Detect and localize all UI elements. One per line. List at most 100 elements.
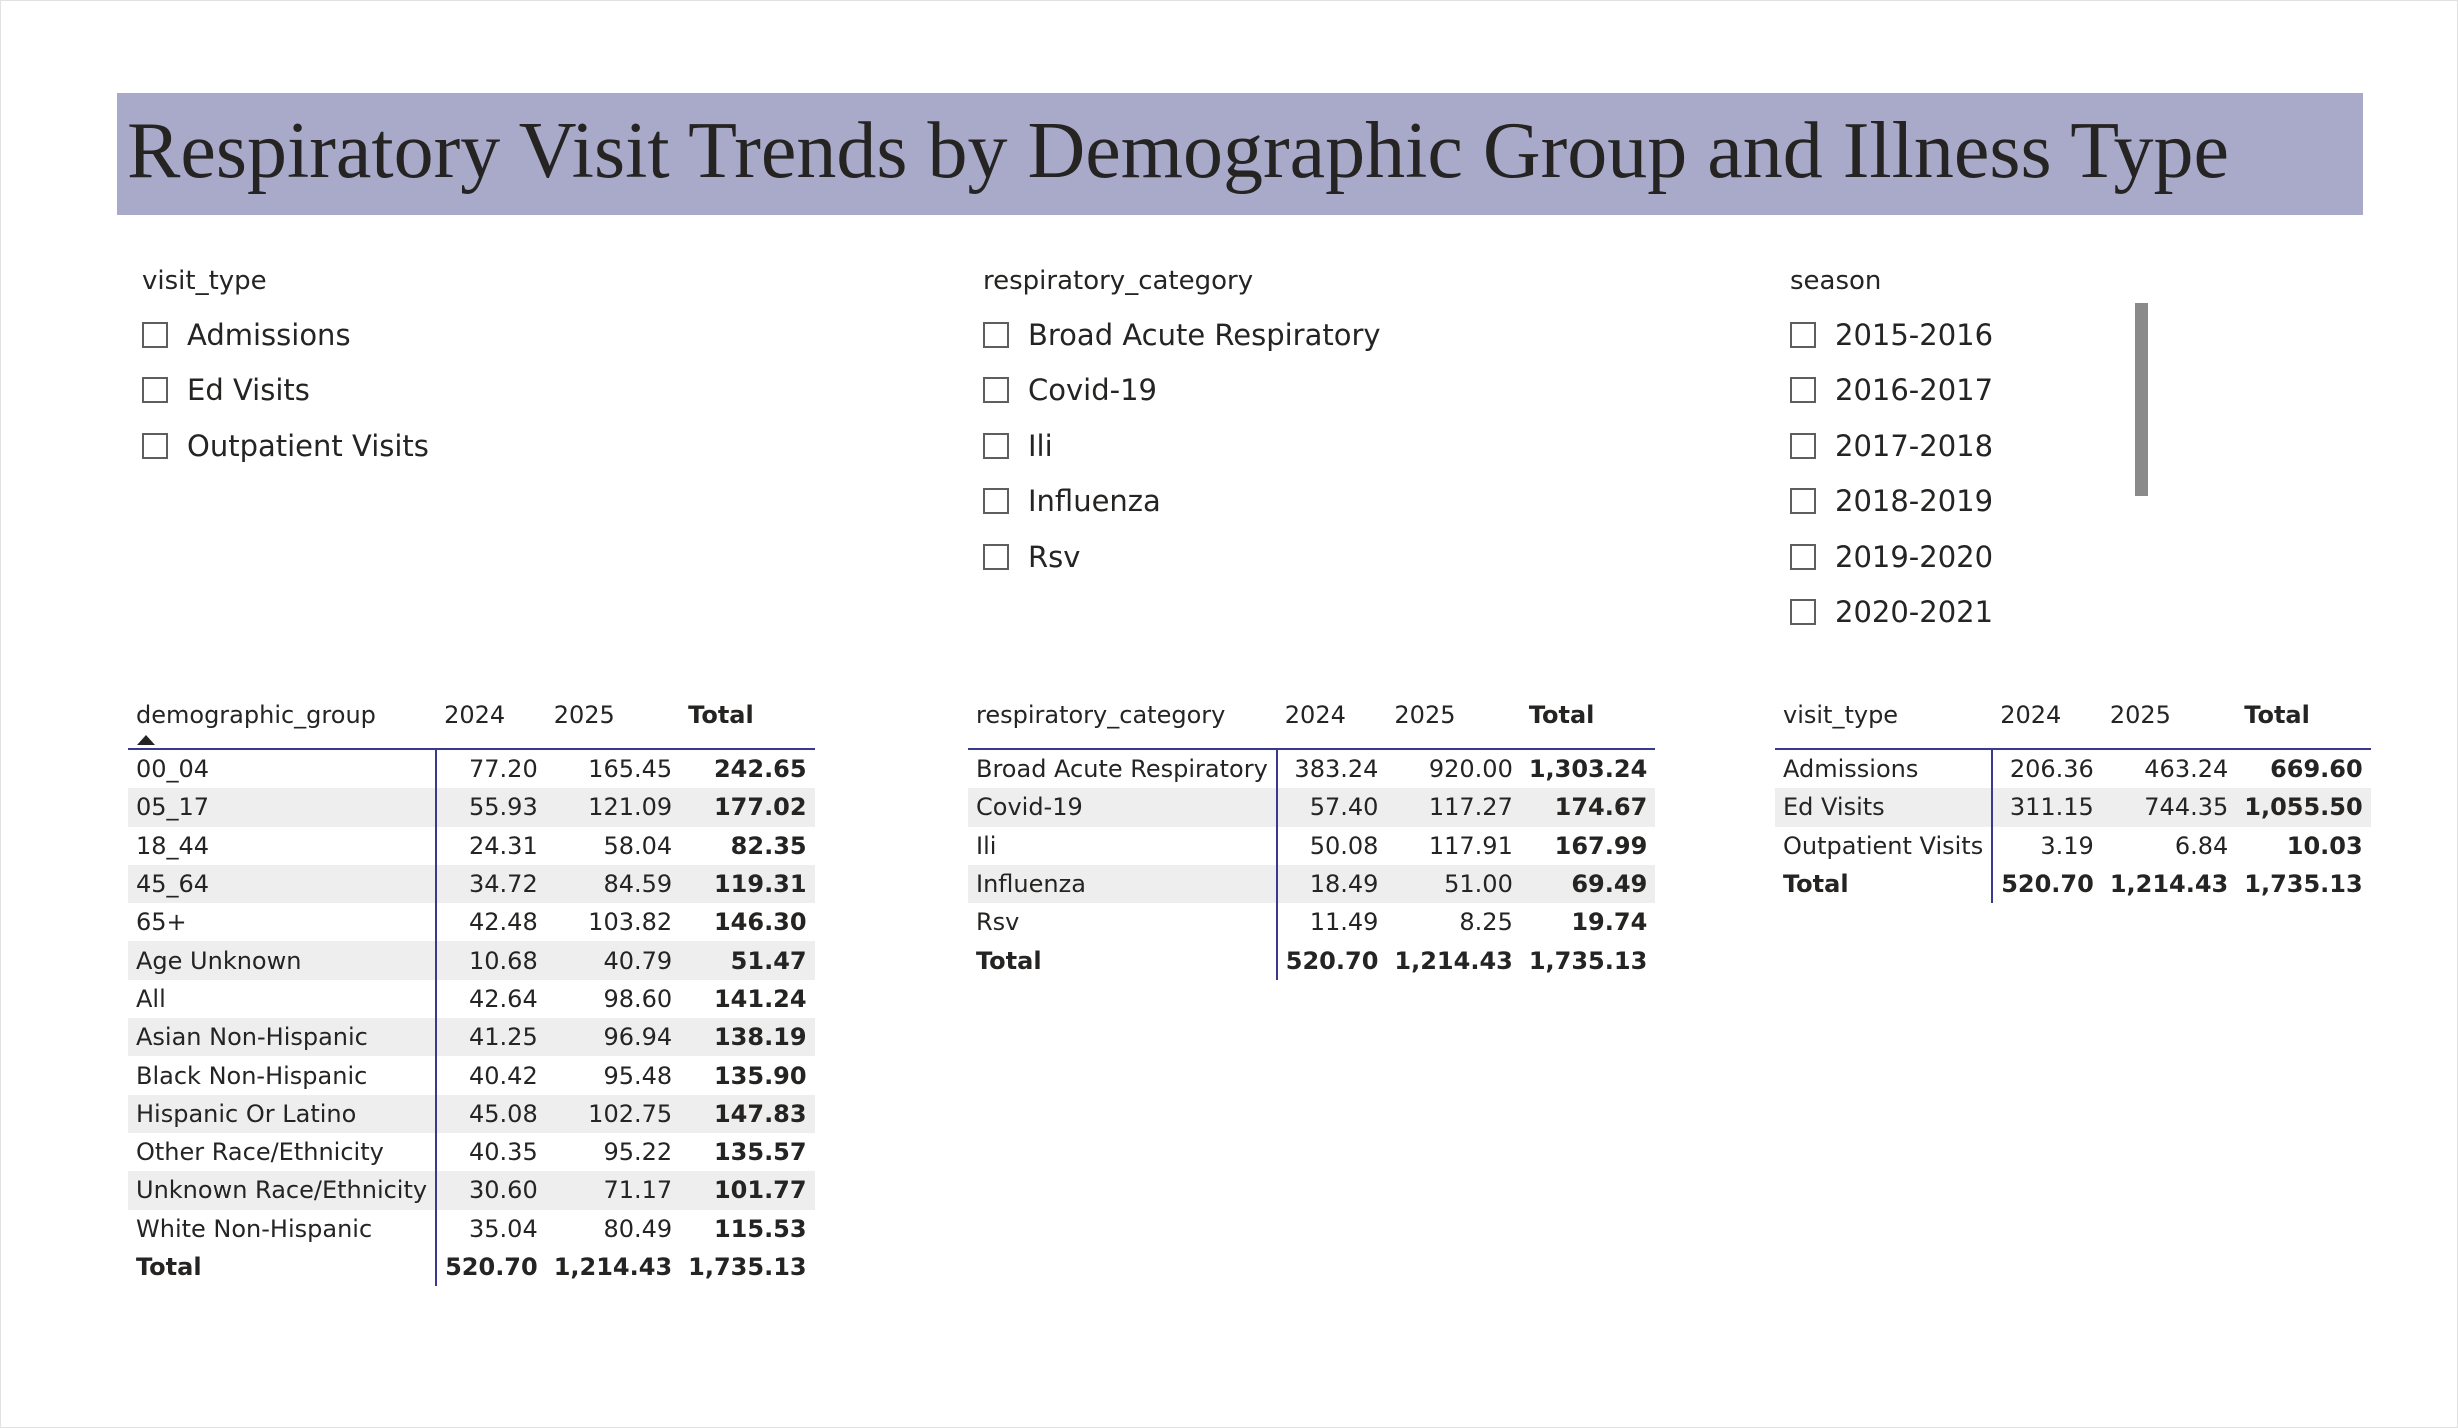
- slicer-item[interactable]: Admissions: [142, 307, 562, 363]
- value-cell: 520.70: [436, 1247, 546, 1287]
- table-row: Unknown Race/Ethnicity 30.60 71.17 101.77: [128, 1171, 815, 1210]
- row-header-cell: Broad Acute Respiratory: [968, 749, 1278, 789]
- slicer-item-label: Outpatient Visits: [187, 428, 429, 463]
- checkbox[interactable]: [142, 321, 168, 348]
- slicer-item[interactable]: Broad Acute Respiratory: [983, 307, 1503, 363]
- slicer-item[interactable]: 2018-2019: [1790, 474, 2130, 530]
- value-cell: 50.08: [1309, 831, 1379, 860]
- checkbox[interactable]: [983, 321, 1009, 348]
- row-header-cell: White Non-Hispanic: [128, 1209, 438, 1248]
- slicer-item[interactable]: 2016-2017: [1790, 363, 2130, 419]
- total-row: Total 520.70 1,214.43 1,735.13: [968, 941, 1656, 980]
- page-title: Respiratory Visit Trends by Demographic …: [127, 107, 2229, 195]
- slicer-list: Admissions Ed Visits Outpatient Visits: [142, 307, 562, 474]
- checkbox[interactable]: [983, 543, 1009, 570]
- checkbox[interactable]: [1790, 321, 1816, 348]
- checkbox[interactable]: [1790, 377, 1816, 404]
- value-cell: 117.91: [1428, 831, 1513, 860]
- slicer-item[interactable]: 2019-2020: [1790, 529, 2130, 585]
- value-cell: 80.49: [603, 1214, 673, 1243]
- row-header-cell: Unknown Race/Ethnicity: [128, 1171, 438, 1210]
- row-header-cell: 05_17: [128, 788, 438, 827]
- slicer-header: season: [1790, 266, 1882, 296]
- title-banner: Respiratory Visit Trends by Demographic …: [117, 93, 2363, 215]
- value-cell: 174.67: [1520, 788, 1656, 827]
- value-cell: 744.35: [2101, 788, 2237, 827]
- value-cell: 520.70: [1276, 941, 1387, 980]
- column-header[interactable]: demographic_group: [128, 682, 437, 750]
- slicer-respiratory-category: respiratory_category Broad Acute Respira…: [983, 263, 1503, 585]
- column-header-label: 2024: [2000, 701, 2062, 729]
- value-cell: 1,214.43: [2101, 864, 2237, 904]
- column-header[interactable]: Total: [2236, 682, 2371, 750]
- matrix-table: respiratory_category 2024 2025 Total Broad A…: [968, 682, 1656, 980]
- value-cell: 57.40: [1276, 788, 1387, 827]
- checkbox[interactable]: [1790, 432, 1816, 459]
- value-cell: 135.57: [713, 1138, 807, 1167]
- value-cell: 69.49: [1520, 864, 1656, 904]
- checkbox[interactable]: [142, 377, 168, 404]
- table-row: 18_44 24.31 58.04 82.35: [128, 826, 815, 865]
- column-header-label: Total: [688, 701, 754, 729]
- column-header[interactable]: 2024: [1276, 682, 1387, 750]
- value-cell: 165.45: [588, 755, 673, 784]
- value-cell: 95.22: [603, 1138, 673, 1167]
- slicer-item-label: Broad Acute Respiratory: [1028, 317, 1381, 352]
- slicer-header: visit_type: [142, 266, 267, 296]
- season-slicer-scrollbar[interactable]: [2135, 303, 2148, 496]
- slicer-item[interactable]: Covid-19: [983, 363, 1503, 419]
- slicer-item[interactable]: 2017-2018: [1790, 418, 2130, 474]
- checkbox[interactable]: [983, 432, 1009, 459]
- value-cell: 141.24: [713, 984, 807, 1013]
- slicer-item[interactable]: Rsv: [983, 529, 1503, 585]
- value-cell: 24.31: [469, 831, 538, 860]
- column-header[interactable]: respiratory_category: [968, 682, 1277, 750]
- checkbox[interactable]: [983, 488, 1009, 515]
- value-cell: 18.49: [1276, 864, 1387, 904]
- checkbox[interactable]: [142, 432, 168, 459]
- table-row: Age Unknown 10.68 40.79 51.47: [128, 941, 815, 980]
- checkbox[interactable]: [1790, 599, 1816, 626]
- value-cell: 669.60: [2270, 755, 2363, 784]
- matrix-table: demographic_group 2024 2025 Total 00_04 77.20…: [128, 682, 815, 1287]
- table-row: All 42.64 98.60 141.24: [128, 979, 815, 1019]
- column-header[interactable]: 2024: [436, 682, 546, 750]
- value-cell: 242.65: [713, 755, 807, 784]
- value-cell: 167.99: [1554, 831, 1648, 860]
- total-row: Total 520.70 1,214.43 1,735.13: [128, 1247, 815, 1287]
- column-header[interactable]: 2025: [545, 682, 681, 750]
- column-header[interactable]: 2025: [1386, 682, 1521, 750]
- value-cell: 135.90: [713, 1061, 807, 1090]
- value-cell: 41.25: [436, 1018, 546, 1057]
- column-header[interactable]: Total: [680, 682, 815, 750]
- column-header-label: respiratory_category: [976, 701, 1226, 729]
- sort-ascending-icon[interactable]: [137, 735, 155, 745]
- row-header-cell: Influenza: [968, 864, 1278, 904]
- value-cell: 1,214.43: [1386, 941, 1521, 980]
- value-cell: 1,214.43: [545, 1247, 681, 1287]
- slicer-season: season 2015-2016 2016-2017 2017-2018 2018-2…: [1790, 263, 2130, 640]
- slicer-item[interactable]: Ed Visits: [142, 363, 562, 419]
- row-header-cell: Covid-19: [968, 788, 1278, 827]
- checkbox[interactable]: [1790, 488, 1816, 515]
- slicer-item[interactable]: Outpatient Visits: [142, 418, 562, 474]
- row-header-cell: Outpatient Visits: [1775, 826, 1994, 865]
- slicer-item[interactable]: 2020-2021: [1790, 585, 2130, 641]
- checkbox[interactable]: [983, 377, 1009, 404]
- slicer-item[interactable]: Ili: [983, 418, 1503, 474]
- checkbox[interactable]: [1790, 543, 1816, 570]
- value-cell: 95.48: [603, 1061, 673, 1090]
- column-header[interactable]: Total: [1520, 682, 1656, 750]
- slicer-item-label: 2019-2020: [1835, 539, 1994, 574]
- row-header-cell: 18_44: [128, 826, 438, 865]
- column-header[interactable]: visit_type: [1775, 682, 1993, 750]
- matrix-respiratory-category: respiratory_category 2024 2025 Total Broad A…: [968, 682, 1656, 980]
- matrix-visit-type: visit_type 2024 2025 Total Admissions 206.36 4…: [1775, 682, 2371, 904]
- value-cell: 520.70: [1992, 864, 2102, 904]
- slicer-item[interactable]: 2015-2016: [1790, 307, 2130, 363]
- column-header[interactable]: 2024: [1992, 682, 2102, 750]
- slicer-item-label: Admissions: [187, 317, 351, 352]
- column-header[interactable]: 2025: [2101, 682, 2237, 750]
- slicer-item[interactable]: Influenza: [983, 474, 1503, 530]
- value-cell: 311.15: [1992, 788, 2102, 827]
